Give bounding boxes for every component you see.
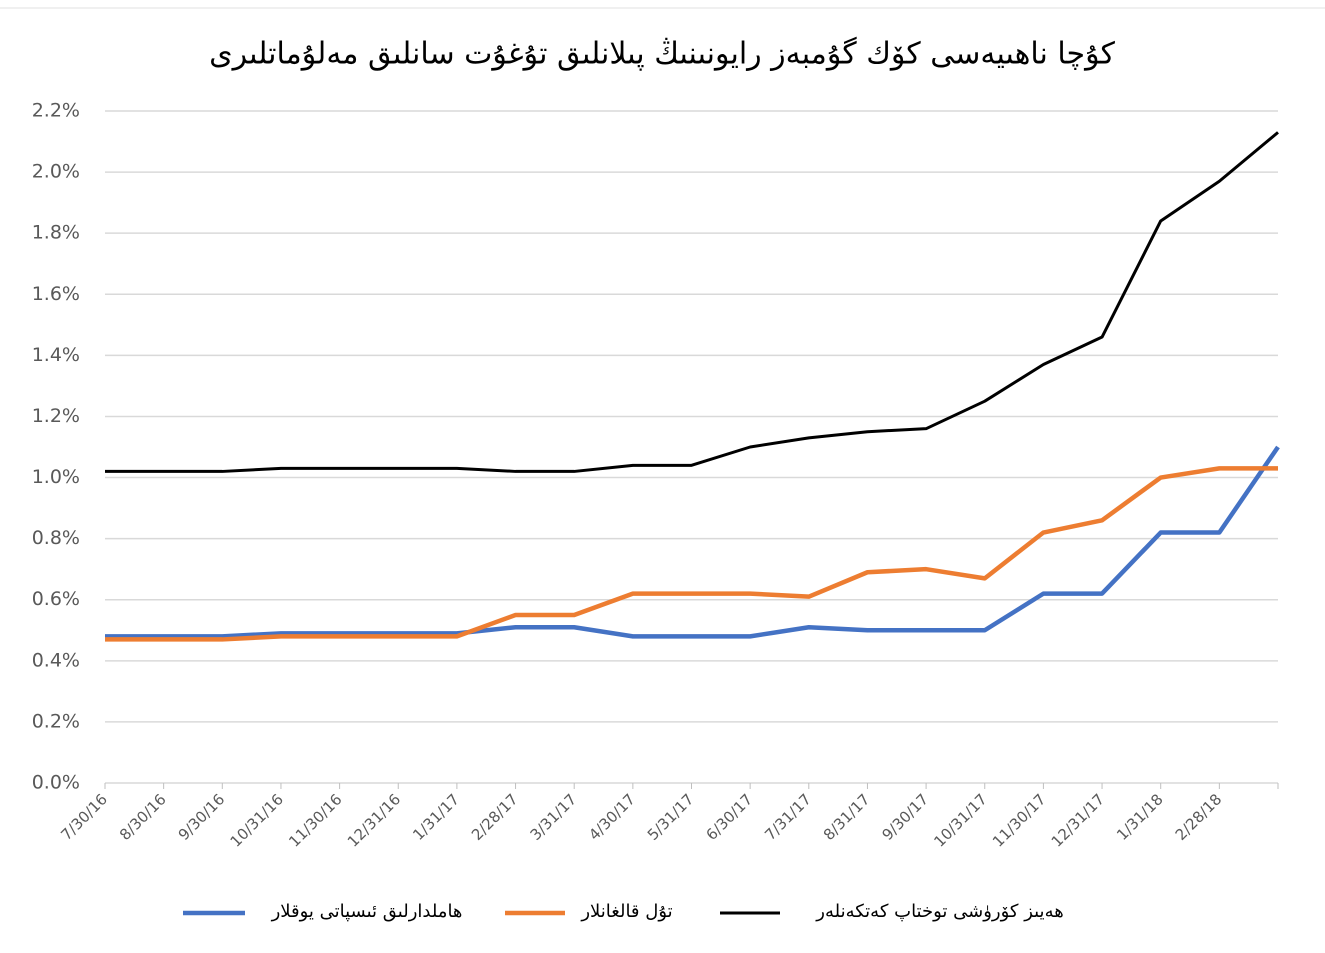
x-tick-label: 4/30/17 — [585, 790, 639, 844]
x-tick-label: 7/30/16 — [57, 790, 111, 844]
y-tick-label: 1.0% — [32, 466, 80, 488]
y-tick-label: 0.0% — [32, 772, 80, 794]
x-tick-label: 1/31/18 — [1113, 790, 1167, 844]
x-tick-label: 7/31/17 — [761, 790, 815, 844]
y-tick-label: 1.6% — [32, 283, 80, 305]
x-tick-label: 9/30/16 — [175, 790, 229, 844]
x-tick-label: 1/31/17 — [409, 790, 463, 844]
y-tick-label: 0.8% — [32, 527, 80, 549]
x-tick-label: 9/30/17 — [878, 790, 932, 844]
legend-label: هاملدارلىق ئىسپاتى يوقلار — [271, 901, 463, 922]
x-tick-label: 8/30/16 — [116, 790, 170, 844]
x-tick-label: 12/31/17 — [1048, 790, 1108, 850]
x-tick-label: 10/31/16 — [227, 790, 287, 850]
y-tick-label: 1.4% — [32, 344, 80, 366]
legend-label: تۇل قالغانلار — [580, 901, 672, 922]
legend-label: ھەيىز كۆرۈشى توختاپ كەتكەنلەر — [815, 901, 1063, 922]
y-tick-label: 2.0% — [32, 161, 80, 183]
y-tick-label: 0.6% — [32, 588, 80, 610]
y-tick-label: 0.4% — [32, 649, 80, 671]
x-tick-label: 3/31/17 — [527, 790, 581, 844]
y-tick-label: 0.2% — [32, 710, 80, 732]
x-tick-label: 8/31/17 — [820, 790, 874, 844]
x-tick-label: 11/30/17 — [989, 790, 1049, 850]
x-tick-label: 6/30/17 — [703, 790, 757, 844]
x-tick-label: 5/31/17 — [644, 790, 698, 844]
y-tick-label: 1.2% — [32, 405, 80, 427]
x-tick-label: 11/30/16 — [285, 790, 345, 850]
x-tick-label: 12/31/16 — [344, 790, 404, 850]
series-line — [105, 131, 1279, 473]
x-tick-label: 10/31/17 — [930, 790, 990, 850]
series-line — [105, 466, 1278, 642]
chart-title: كۇچا ناھىيەسى كۆك گۇمبەز رايونىنىڭ پىلان… — [209, 37, 1115, 72]
y-tick-label: 1.8% — [32, 222, 80, 244]
x-tick-label: 2/28/18 — [1172, 790, 1226, 844]
series-line — [105, 445, 1280, 639]
x-tick-label: 2/28/17 — [468, 790, 522, 844]
y-tick-label: 2.2% — [32, 100, 80, 122]
